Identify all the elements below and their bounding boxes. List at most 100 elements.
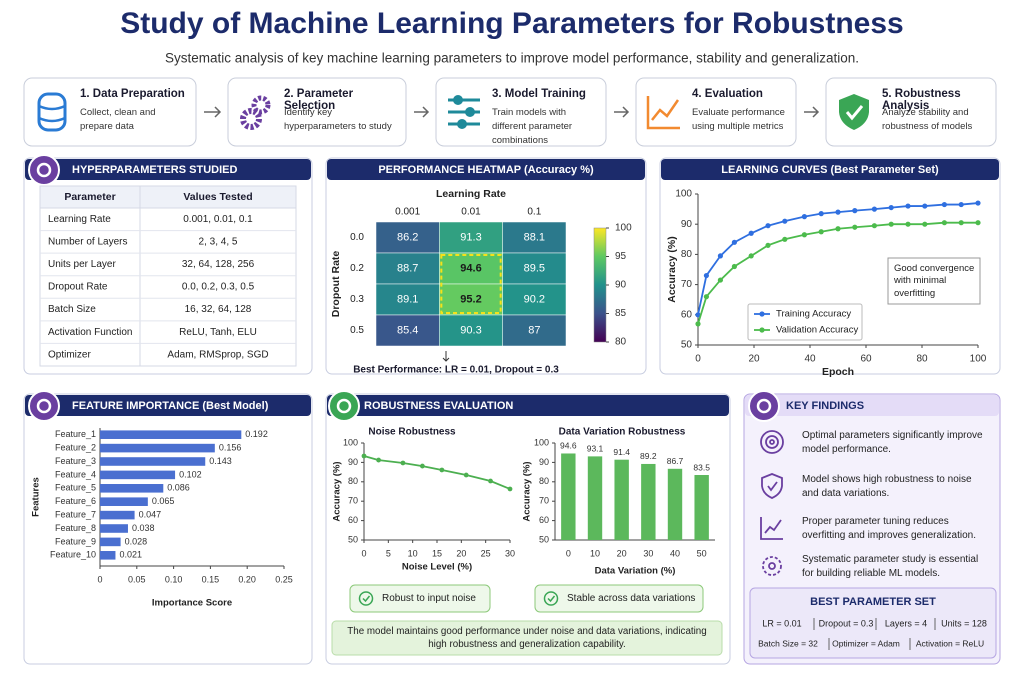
point	[507, 486, 513, 492]
colorbar-label: 90	[615, 280, 627, 291]
step-box	[227, 77, 407, 147]
bar	[100, 470, 176, 480]
point	[958, 220, 964, 226]
point	[765, 242, 771, 248]
x-tick-label: 10	[590, 548, 600, 558]
x-tick-label: 40	[804, 354, 816, 365]
badge	[534, 584, 704, 613]
icon	[37, 92, 67, 132]
finding: Systematic parameter study is essential …	[802, 554, 979, 579]
icon	[251, 95, 271, 115]
x-tick-label: 20	[456, 548, 466, 558]
y-tick-label: Feature_8	[55, 523, 96, 533]
y-tick-label: Feature_6	[55, 496, 96, 506]
colorbar-label: 80	[615, 337, 627, 348]
best-highlight	[440, 254, 502, 314]
point	[717, 277, 724, 283]
point	[703, 272, 710, 279]
best-param: Batch Size = 32	[758, 638, 818, 648]
y-axis-label: Accuracy (%)	[332, 461, 343, 521]
y-tick-label: Feature_5	[55, 483, 96, 493]
cell-label: 89.5	[524, 262, 545, 274]
annotation-box	[887, 257, 981, 305]
y-tick-label: 100	[343, 437, 358, 447]
value-label: 0.102	[179, 469, 202, 479]
heatmap-cell	[502, 252, 567, 285]
note-box	[331, 620, 723, 656]
y-axis-label: Features	[31, 477, 42, 517]
panel-title: HYPERPARAMETERS STUDIED	[72, 164, 237, 176]
panel-icon	[328, 390, 360, 422]
y-tick-label: Feature_4	[55, 469, 96, 479]
heatmap-cell	[439, 252, 503, 285]
icon	[465, 107, 475, 117]
value-label: 94.6	[560, 441, 577, 451]
table-cell: Optimizer	[48, 349, 91, 360]
step-box	[23, 77, 197, 147]
point	[941, 220, 948, 226]
point	[376, 457, 381, 463]
y-tick-label: Feature_3	[55, 456, 96, 466]
icon	[839, 94, 869, 130]
y-tick-label: 90	[348, 457, 358, 467]
x-tick-label: 80	[916, 354, 928, 365]
bar	[694, 475, 709, 540]
step-text: Collect, clean and prepare data	[80, 107, 156, 132]
heatmap-cell	[502, 314, 567, 347]
table-cell: 16, 32, 64, 128	[185, 304, 252, 315]
legend-swatch	[759, 311, 765, 317]
point	[852, 208, 858, 214]
point	[888, 204, 894, 211]
point	[905, 203, 911, 209]
colorbar-label: 85	[615, 308, 627, 319]
step-title: 1. Data Preparation	[80, 88, 185, 100]
y-tick-label: 80	[681, 249, 693, 260]
y-tick-label: 80	[348, 476, 358, 486]
y-tick-label: Feature_9	[55, 536, 96, 546]
cell-label: 88.1	[524, 231, 545, 243]
value-label: 0.028	[125, 536, 148, 546]
table-column: Parameter	[64, 191, 115, 203]
best-param: Dropout = 0.3	[819, 618, 874, 628]
colorbar	[593, 227, 607, 343]
y-tick-label: 60	[681, 309, 693, 320]
y-axis-label: Accuracy (%)	[522, 461, 533, 521]
cell-label: 95.2	[460, 293, 481, 305]
bar	[100, 537, 121, 547]
step-title: 5. Robustness Analysis	[882, 88, 961, 112]
panel-icon	[28, 390, 60, 422]
chart-title: Noise Robustness	[368, 427, 456, 438]
best-param: Activation = ReLU	[916, 638, 984, 648]
best-param: Optimizer = Adam	[832, 638, 900, 648]
table-cell: Units per Layer	[48, 259, 116, 270]
y-tick-label: 70	[348, 496, 358, 506]
point	[765, 223, 771, 229]
table-cell: Learning Rate	[48, 214, 111, 225]
bar	[100, 457, 206, 466]
cell-label: 94.6	[460, 262, 481, 274]
y-tick-label: Feature_7	[55, 509, 96, 519]
x-tick-label: 100	[970, 354, 987, 365]
panel	[23, 393, 313, 665]
icon	[845, 105, 864, 121]
legend-box	[747, 303, 863, 341]
table-cell: 0.0, 0.2, 0.3, 0.5	[182, 282, 255, 293]
x-tick-label: 10	[408, 548, 418, 558]
heatmap-cell	[439, 283, 503, 316]
y-tick-label: 0.2	[350, 263, 364, 274]
point	[695, 321, 701, 327]
x-tick-label: 0.10	[165, 574, 183, 584]
point	[439, 467, 445, 473]
step-text: Analyze stability and robustness of mode…	[882, 107, 973, 132]
badge-label: Stable across data variations	[567, 593, 695, 604]
y-tick-label: 50	[539, 534, 549, 544]
point	[748, 230, 754, 236]
table-cell: Number of Layers	[48, 236, 127, 247]
step-title: 2. Parameter Selection	[284, 88, 354, 112]
heatmap-cell	[375, 221, 440, 254]
point	[835, 226, 841, 232]
value-label: 0.065	[152, 496, 175, 506]
panel-icon	[36, 162, 52, 178]
table-header	[39, 185, 297, 209]
cell-label: 90.2	[524, 293, 545, 305]
